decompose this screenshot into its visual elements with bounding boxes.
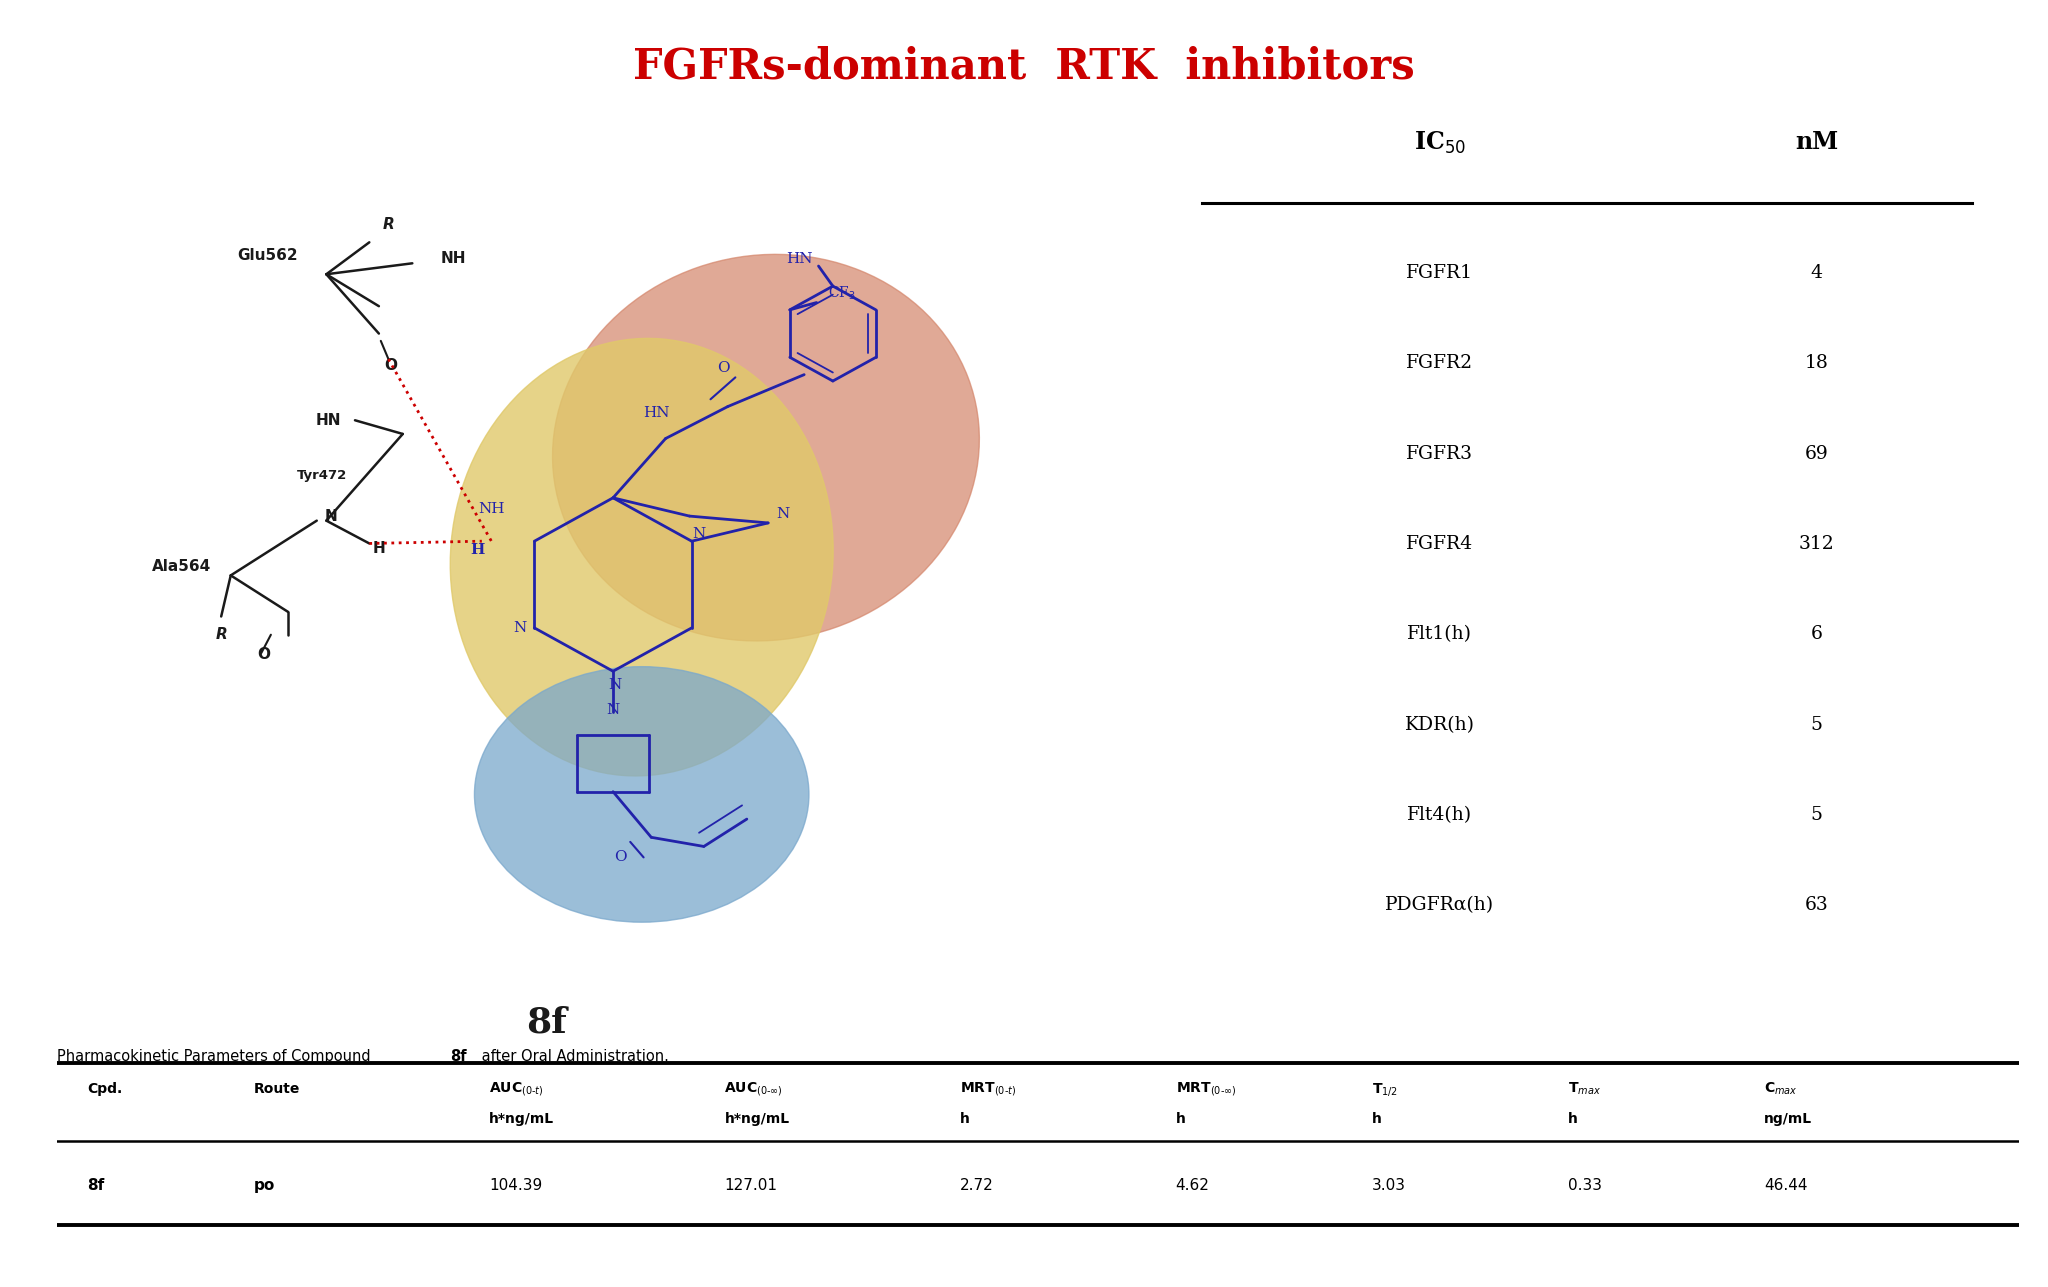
Text: N: N (608, 678, 623, 692)
Text: h: h (1372, 1112, 1382, 1126)
Text: Tyr472: Tyr472 (297, 468, 346, 481)
Text: 6: 6 (1810, 625, 1823, 644)
Text: 4.62: 4.62 (1176, 1178, 1210, 1193)
Text: AUC$_{(0\text{-}\infty)}$: AUC$_{(0\text{-}\infty)}$ (725, 1080, 782, 1098)
Text: N: N (776, 507, 788, 521)
Text: Flt1(h): Flt1(h) (1407, 625, 1473, 644)
Text: ng/mL: ng/mL (1763, 1112, 1812, 1126)
Text: Pharmacokinetic Parameters of Compound: Pharmacokinetic Parameters of Compound (57, 1049, 375, 1064)
Text: 5: 5 (1810, 806, 1823, 824)
Text: 104.39: 104.39 (489, 1178, 543, 1193)
Ellipse shape (451, 338, 834, 776)
Text: FGFR3: FGFR3 (1407, 445, 1473, 462)
Text: 3.03: 3.03 (1372, 1178, 1405, 1193)
Text: po: po (254, 1178, 274, 1193)
Text: O: O (258, 647, 270, 663)
Text: h*ng/mL: h*ng/mL (489, 1112, 555, 1126)
Text: 69: 69 (1804, 445, 1829, 462)
Text: 18: 18 (1804, 354, 1829, 372)
Text: Route: Route (254, 1082, 299, 1097)
Text: R: R (215, 627, 227, 642)
Text: 4: 4 (1810, 264, 1823, 282)
Text: T$_{max}$: T$_{max}$ (1569, 1081, 1602, 1098)
Ellipse shape (553, 255, 979, 641)
Text: MRT$_{(0\text{-}t)}$: MRT$_{(0\text{-}t)}$ (961, 1080, 1016, 1098)
Text: 2.72: 2.72 (961, 1178, 993, 1193)
Text: O: O (717, 362, 729, 376)
Text: CF$_3$: CF$_3$ (829, 284, 856, 302)
Text: FGFR1: FGFR1 (1407, 264, 1473, 282)
Text: IC$_{50}$: IC$_{50}$ (1413, 130, 1466, 156)
Text: FGFR4: FGFR4 (1407, 535, 1473, 553)
Text: HN: HN (643, 405, 670, 420)
Text: Cpd.: Cpd. (86, 1082, 123, 1097)
Text: Ala564: Ala564 (152, 559, 211, 574)
Text: h: h (961, 1112, 971, 1126)
Text: NH: NH (440, 251, 467, 266)
Ellipse shape (475, 667, 809, 923)
Text: N: N (606, 704, 621, 717)
Text: 127.01: 127.01 (725, 1178, 778, 1193)
Text: Glu562: Glu562 (238, 248, 297, 264)
Text: MRT$_{(0\text{-}\infty)}$: MRT$_{(0\text{-}\infty)}$ (1176, 1080, 1237, 1098)
Text: N: N (326, 508, 338, 524)
Text: 46.44: 46.44 (1763, 1178, 1808, 1193)
Text: AUC$_{(0\text{-}t)}$: AUC$_{(0\text{-}t)}$ (489, 1080, 543, 1098)
Text: 5: 5 (1810, 716, 1823, 734)
Text: HN: HN (786, 252, 813, 265)
Text: O: O (614, 851, 627, 865)
Text: 8f: 8f (526, 1005, 567, 1040)
Text: FGFR2: FGFR2 (1407, 354, 1473, 372)
Text: KDR(h): KDR(h) (1405, 716, 1475, 734)
Text: after Oral Administration.: after Oral Administration. (477, 1049, 670, 1064)
Text: HN: HN (315, 413, 340, 427)
Text: h*ng/mL: h*ng/mL (725, 1112, 791, 1126)
Text: FGFRs-dominant  RTK  inhibitors: FGFRs-dominant RTK inhibitors (633, 45, 1415, 88)
Text: h: h (1569, 1112, 1577, 1126)
Text: 8f: 8f (451, 1049, 467, 1064)
Text: R: R (383, 216, 395, 232)
Text: 8f: 8f (86, 1178, 104, 1193)
Text: 63: 63 (1804, 897, 1829, 914)
Text: NH: NH (477, 502, 504, 516)
Text: nM: nM (1794, 130, 1839, 154)
Text: O: O (383, 358, 397, 373)
Text: N: N (692, 528, 707, 542)
Text: PDGFRα(h): PDGFRα(h) (1384, 897, 1495, 914)
Text: h: h (1176, 1112, 1186, 1126)
Text: T$_{1/2}$: T$_{1/2}$ (1372, 1081, 1399, 1098)
Text: H: H (469, 543, 483, 557)
Text: H: H (373, 541, 385, 556)
Text: C$_{max}$: C$_{max}$ (1763, 1081, 1798, 1098)
Text: N: N (514, 620, 526, 634)
Text: Flt4(h): Flt4(h) (1407, 806, 1473, 824)
Text: 0.33: 0.33 (1569, 1178, 1602, 1193)
Text: 312: 312 (1798, 535, 1835, 553)
